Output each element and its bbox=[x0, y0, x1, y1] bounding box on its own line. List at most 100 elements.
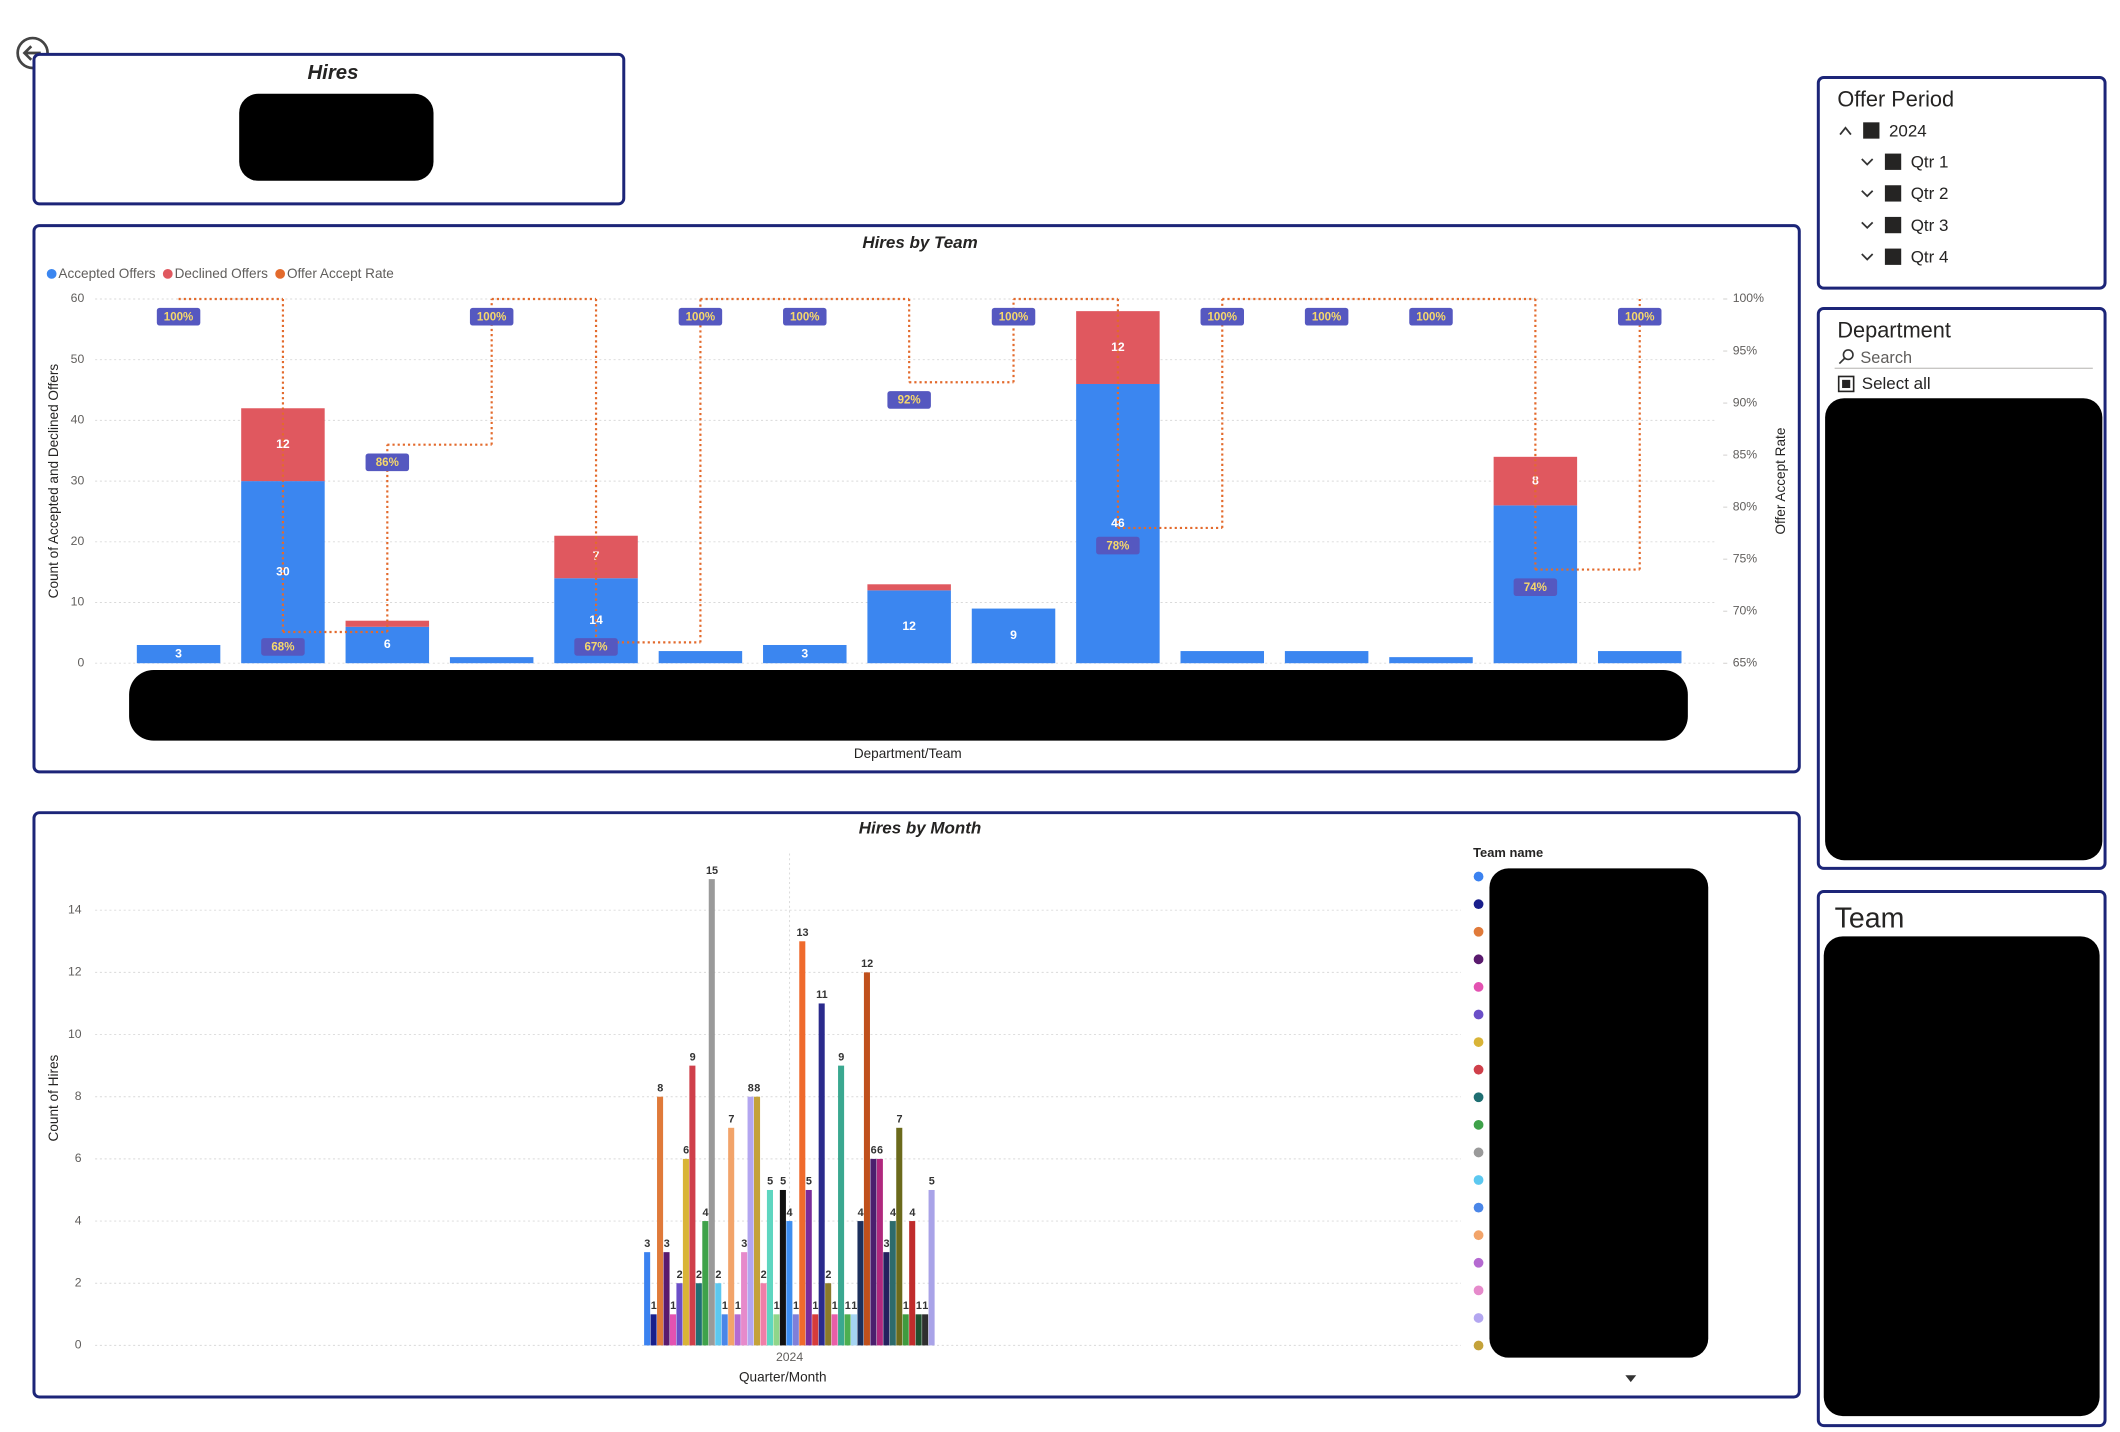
bar bbox=[741, 1252, 748, 1346]
bar bbox=[792, 1314, 799, 1346]
legend-swatch[interactable] bbox=[1473, 1257, 1484, 1268]
bar bbox=[702, 1221, 709, 1346]
slicer-item[interactable]: Select all bbox=[1862, 374, 1931, 393]
bar-segment bbox=[449, 657, 534, 664]
legend-label[interactable]: Offer Accept Rate bbox=[287, 266, 394, 281]
bar bbox=[805, 1189, 812, 1346]
data-label: 9 bbox=[690, 1051, 696, 1063]
checkbox[interactable] bbox=[1884, 216, 1902, 234]
collapse-chevron[interactable] bbox=[1839, 126, 1852, 136]
slicer-panel bbox=[1816, 75, 2107, 290]
legend-swatch[interactable] bbox=[1473, 1064, 1484, 1075]
data-label: 1 bbox=[851, 1300, 857, 1312]
y2-tick-label: 80% bbox=[1733, 499, 1758, 513]
legend-swatch[interactable] bbox=[1473, 1313, 1484, 1323]
legend-swatch bbox=[162, 268, 173, 279]
legend-swatch[interactable] bbox=[1473, 1202, 1484, 1213]
expand-chevron[interactable] bbox=[1861, 221, 1874, 230]
legend-title: Team name bbox=[1473, 845, 1543, 860]
legend-swatch[interactable] bbox=[1473, 1340, 1484, 1351]
legend-swatch[interactable] bbox=[1473, 982, 1484, 992]
data-label: 100% bbox=[1625, 311, 1655, 323]
legend-scroll-arrow[interactable] bbox=[1625, 1375, 1637, 1383]
data-label: 30 bbox=[276, 564, 290, 578]
legend-swatch[interactable] bbox=[1473, 926, 1484, 937]
data-label: 8 bbox=[748, 1082, 754, 1094]
data-label: 3 bbox=[884, 1238, 890, 1250]
data-label: 11 bbox=[816, 989, 827, 1001]
legend-swatch[interactable] bbox=[1473, 1037, 1484, 1047]
bar bbox=[657, 1096, 664, 1346]
bar bbox=[896, 1127, 903, 1346]
legend-label[interactable]: Accepted Offers bbox=[58, 266, 155, 281]
redacted-list bbox=[1823, 936, 2100, 1417]
slicer-item[interactable]: Qtr 2 bbox=[1911, 184, 1949, 203]
legend-swatch[interactable] bbox=[1473, 1175, 1484, 1185]
slicer-item[interactable]: Qtr 3 bbox=[1911, 216, 1949, 235]
expand-chevron[interactable] bbox=[1861, 253, 1874, 261]
bar-segment bbox=[1180, 651, 1265, 664]
data-label: 1 bbox=[812, 1300, 818, 1312]
data-label: 1 bbox=[735, 1300, 741, 1312]
y-tick-label: 0 bbox=[75, 1338, 82, 1352]
legend-swatch[interactable] bbox=[1473, 1119, 1484, 1130]
data-label: 4 bbox=[890, 1207, 896, 1219]
y-tick-label: 14 bbox=[68, 902, 82, 916]
redacted-labels bbox=[129, 669, 1688, 741]
data-label: 9 bbox=[838, 1051, 844, 1063]
y2-tick-label: 70% bbox=[1733, 603, 1758, 617]
checkbox[interactable] bbox=[1863, 122, 1880, 139]
data-label: 3 bbox=[644, 1238, 650, 1250]
bar-segment bbox=[971, 608, 1056, 664]
y-tick-label: 6 bbox=[75, 1151, 82, 1165]
legend-swatch[interactable] bbox=[1473, 899, 1484, 910]
y2-tick-label: 95% bbox=[1733, 343, 1758, 357]
y2-tick-label: 100% bbox=[1733, 291, 1764, 305]
bar bbox=[760, 1283, 767, 1346]
legend-swatch[interactable] bbox=[1473, 1092, 1484, 1103]
legend-label[interactable]: Declined Offers bbox=[175, 266, 269, 281]
bar bbox=[818, 1003, 825, 1346]
data-label: 1 bbox=[916, 1300, 922, 1312]
data-label: 6 bbox=[877, 1145, 883, 1157]
y-tick-label: 10 bbox=[68, 1027, 82, 1041]
data-label: 2 bbox=[825, 1269, 831, 1281]
bar-segment bbox=[867, 584, 951, 591]
data-label-box bbox=[1409, 307, 1453, 326]
checkbox[interactable] bbox=[1884, 248, 1902, 265]
legend-swatch[interactable] bbox=[1473, 871, 1484, 882]
y-tick-label: 8 bbox=[75, 1089, 82, 1103]
redacted-legend bbox=[1489, 868, 1709, 1358]
expand-chevron[interactable] bbox=[1861, 158, 1874, 166]
data-label-box bbox=[574, 638, 618, 656]
search-icon bbox=[1838, 349, 1854, 365]
expand-chevron[interactable] bbox=[1861, 190, 1874, 198]
y2-axis-title: Offer Accept Rate bbox=[1773, 428, 1788, 535]
legend-swatch[interactable] bbox=[1473, 1285, 1484, 1296]
data-label: 3 bbox=[664, 1238, 670, 1250]
slicer-item[interactable]: 2024 bbox=[1889, 121, 1927, 140]
data-label-box bbox=[783, 307, 827, 326]
legend-swatch[interactable] bbox=[1473, 954, 1484, 965]
checkbox[interactable] bbox=[1884, 185, 1902, 202]
search-box[interactable]: Search bbox=[1860, 349, 1912, 367]
legend-swatch[interactable] bbox=[1473, 1009, 1484, 1020]
legend-swatch[interactable] bbox=[1473, 1230, 1484, 1241]
bar-segment bbox=[1389, 657, 1473, 664]
bar-segment bbox=[136, 644, 221, 664]
checkbox[interactable] bbox=[1884, 153, 1902, 170]
data-label: 6 bbox=[871, 1145, 877, 1157]
data-label-box bbox=[1200, 307, 1245, 326]
y-tick-label: 30 bbox=[71, 473, 85, 487]
bar bbox=[676, 1283, 683, 1346]
y-axis-title: Count of Accepted and Declined Offers bbox=[46, 364, 61, 599]
bar-segment bbox=[867, 590, 951, 664]
slicer-item[interactable]: Qtr 4 bbox=[1911, 248, 1949, 267]
data-label: 3 bbox=[741, 1238, 747, 1250]
data-label: 1 bbox=[722, 1300, 728, 1312]
data-label: 100% bbox=[1207, 311, 1237, 323]
slicer-item[interactable]: Qtr 1 bbox=[1911, 153, 1949, 172]
legend-swatch[interactable] bbox=[1473, 1147, 1484, 1158]
bar bbox=[863, 972, 870, 1346]
